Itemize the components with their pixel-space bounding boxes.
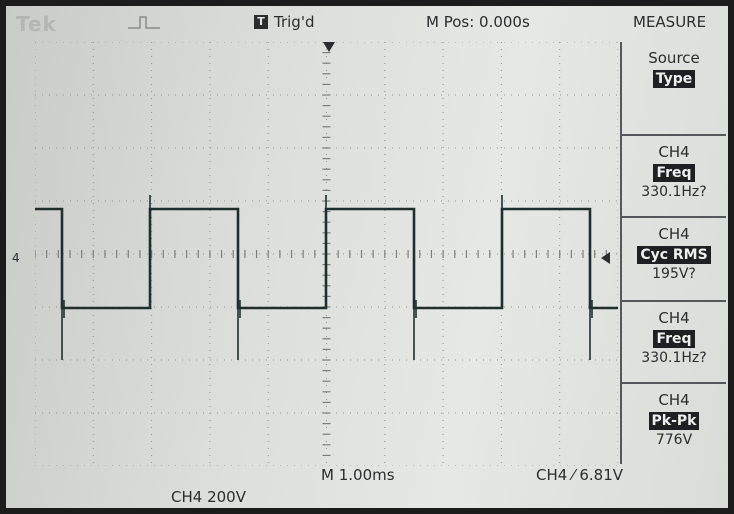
menu-ch4-pk-pk[interactable]: CH4 Pk-Pk 776V [622,384,726,462]
horizontal-position: M Pos: 0.000s [426,13,530,31]
measure-menu: Source Type CH4 Freq 330.1Hz? CH4 Cyc RM… [620,42,726,464]
menu-label: CH4 [658,143,690,161]
trigger-level-marker [601,252,610,264]
trigger-badge: T [254,15,268,29]
trigger-position-marker [323,42,335,52]
timebase-readout: M 1.00ms [321,466,395,484]
brand-logo: Tek [16,12,57,36]
menu-ch4-cyc-rms[interactable]: CH4 Cyc RMS 195V? [622,218,726,302]
channel-ground-marker: 4 [12,251,20,265]
menu-value: Freq [653,164,695,182]
graticule [35,42,618,466]
channel-scale-readout: CH4 200V [171,488,246,506]
menu-value: Type [652,70,696,88]
menu-reading: 195V? [652,266,696,282]
menu-reading: 330.1Hz? [641,350,707,366]
menu-label: CH4 [658,225,690,243]
waveform-trace [35,207,618,310]
oscilloscope-screen: Tek T Trig'd M Pos: 0.000s MEASURE 4 Sou… [6,6,728,508]
menu-title: MEASURE [633,13,707,31]
menu-value: Freq [653,330,695,348]
menu-ch4-freq[interactable]: CH4 Freq 330.1Hz? [622,136,726,218]
menu-value: Cyc RMS [637,246,711,264]
menu-source-type[interactable]: Source Type [622,42,726,136]
menu-reading: 776V [655,432,693,448]
trigger-edge-icon [128,16,160,29]
trigger-status: Trig'd [274,13,315,31]
menu-value: Pk-Pk [648,412,700,430]
menu-ch4-freq-2[interactable]: CH4 Freq 330.1Hz? [622,302,726,384]
trigger-readout: CH4 ⁄ 6.81V [536,466,623,484]
menu-label: CH4 [658,309,690,327]
menu-label: CH4 [658,391,690,409]
menu-label: Source [648,49,700,67]
menu-reading: 330.1Hz? [641,184,707,200]
